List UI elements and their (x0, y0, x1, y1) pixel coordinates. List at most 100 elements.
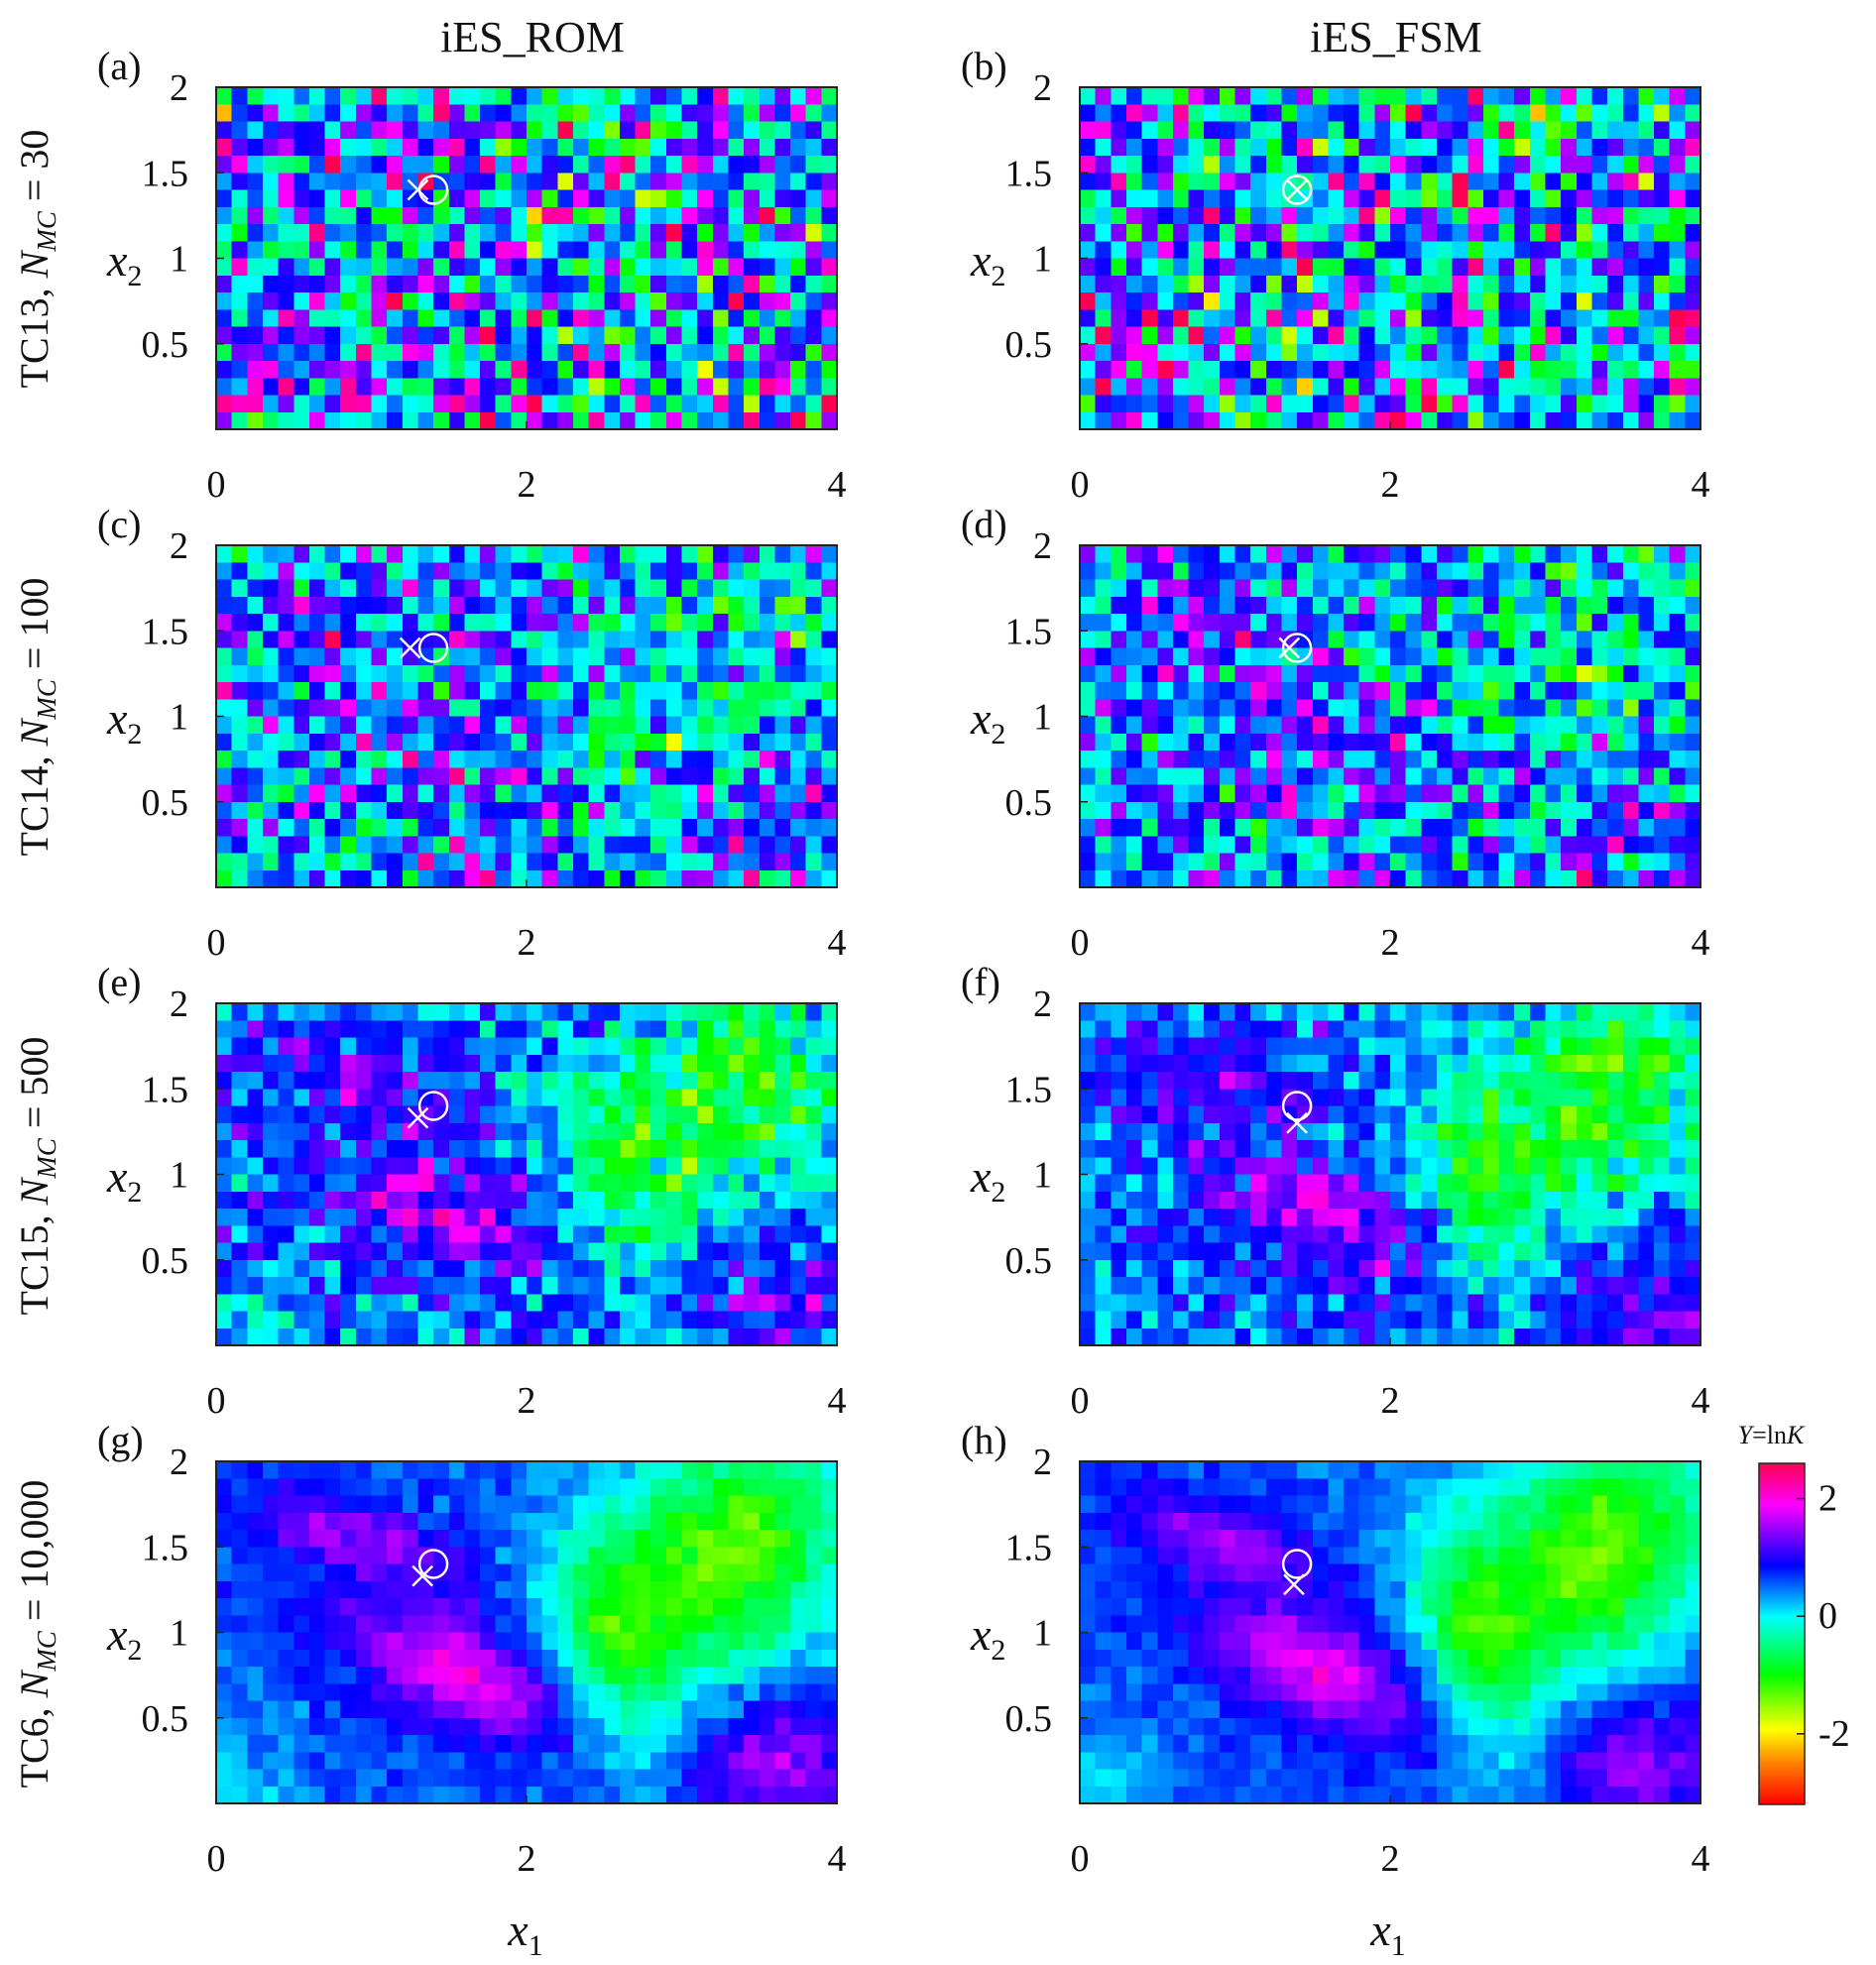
heatmap-cell (1250, 1105, 1267, 1124)
heatmap-cell (278, 258, 294, 277)
heatmap-cell (1172, 1209, 1190, 1226)
heatmap-cell (1188, 1294, 1205, 1313)
heatmap-cell (1561, 292, 1578, 310)
heatmap-cell (744, 767, 761, 786)
heatmap-cell (1312, 104, 1329, 123)
heatmap-cell (340, 138, 357, 157)
heatmap-cell (464, 1105, 481, 1124)
heatmap-cell (1157, 224, 1174, 242)
heatmap-cell (1344, 138, 1360, 157)
heatmap-cell (278, 819, 294, 837)
heatmap-cell (1374, 156, 1391, 173)
heatmap-cell (247, 801, 264, 820)
heatmap-cell (1204, 614, 1221, 632)
heatmap-cell (527, 579, 543, 598)
heatmap-cell (541, 751, 558, 768)
heatmap-cell (541, 309, 558, 328)
heatmap-cell (278, 545, 294, 563)
heatmap-cell (480, 596, 497, 615)
heatmap-cell (1095, 819, 1112, 837)
heatmap-cell (1297, 1174, 1314, 1193)
heatmap-cell (805, 309, 822, 328)
heatmap-cell (588, 343, 605, 362)
heatmap-cell (340, 614, 357, 632)
heatmap-cell (604, 596, 621, 615)
heatmap-cell (247, 156, 264, 173)
heatmap-cell (1390, 1174, 1407, 1193)
heatmap-cell (665, 309, 683, 328)
heatmap-cell (1111, 869, 1127, 888)
heatmap-cell (1421, 121, 1438, 140)
heatmap-cell (572, 275, 590, 293)
heatmap-cell (527, 562, 543, 581)
heatmap-cell (464, 545, 481, 563)
heatmap-cell (480, 104, 497, 123)
heatmap-cell (1125, 869, 1143, 888)
heatmap-cell (495, 545, 512, 563)
heatmap-cell (1374, 596, 1391, 615)
heatmap-cell (1188, 614, 1205, 632)
heatmap-cell (790, 292, 807, 310)
heatmap-cell (650, 801, 667, 820)
heatmap-cell (1265, 1089, 1283, 1107)
heatmap-cell (1638, 104, 1655, 123)
heatmap-cell (604, 378, 621, 397)
heatmap-cell (557, 1461, 574, 1479)
heatmap-cell (1669, 614, 1686, 632)
heatmap-cell (293, 1020, 310, 1039)
heatmap-cell (480, 1277, 497, 1295)
heatmap-cell (1607, 1072, 1624, 1090)
column-title-rom: iES_ROM (440, 13, 625, 61)
heatmap-cell (1452, 206, 1468, 225)
heatmap-cell (588, 682, 605, 700)
heatmap-cell (1622, 1277, 1639, 1295)
heatmap-cell (1358, 224, 1375, 242)
heatmap-cell (1669, 292, 1686, 310)
heatmap-cell (511, 138, 528, 157)
heatmap-cell (402, 596, 419, 615)
heatmap-cell (604, 1242, 621, 1261)
heatmap-cell (1204, 378, 1221, 397)
heatmap-cell (1685, 682, 1701, 700)
heatmap-cell (278, 1461, 294, 1479)
heatmap-cell (495, 579, 512, 598)
heatmap-cell (557, 801, 574, 820)
heatmap-cell (665, 138, 683, 157)
heatmap-cell (728, 1461, 745, 1479)
heatmap-cell (495, 1311, 512, 1329)
heatmap-cell (1561, 1328, 1578, 1346)
heatmap-cell (728, 361, 745, 379)
heatmap-cell (495, 716, 512, 735)
heatmap-cell (1080, 156, 1097, 173)
heatmap-cell (387, 87, 404, 105)
heatmap-cell (1250, 156, 1267, 173)
heatmap-cell (387, 647, 404, 666)
heatmap-cell (527, 1003, 543, 1021)
heatmap-cell (511, 361, 528, 379)
heatmap-cell (1638, 682, 1655, 700)
heatmap-cell (1669, 121, 1686, 140)
heatmap-cell (1234, 1157, 1251, 1176)
heatmap-cell (495, 1020, 512, 1039)
heatmap-cell (557, 224, 574, 242)
heatmap-cell (340, 631, 357, 649)
heatmap-cell (1654, 1037, 1671, 1056)
heatmap-cell (1669, 87, 1686, 105)
heatmap-cell (1111, 343, 1127, 362)
heatmap-cell (402, 545, 419, 563)
heatmap-cell (1219, 173, 1236, 191)
heatmap-cell (371, 1294, 388, 1313)
heatmap-cell (1545, 869, 1562, 888)
heatmap-cell (1141, 1157, 1158, 1176)
heatmap-cell (1265, 1072, 1283, 1090)
heatmap-cell (387, 1277, 404, 1295)
heatmap-cell (1172, 751, 1190, 768)
heatmap-cell (1467, 326, 1484, 345)
heatmap-cell (433, 614, 450, 632)
heatmap-cell (371, 664, 388, 683)
heatmap-cell (1669, 733, 1686, 751)
heatmap-cell (1250, 1122, 1267, 1141)
heatmap-cell (511, 292, 528, 310)
heatmap-cell (1622, 836, 1639, 855)
heatmap-cell (1622, 733, 1639, 751)
